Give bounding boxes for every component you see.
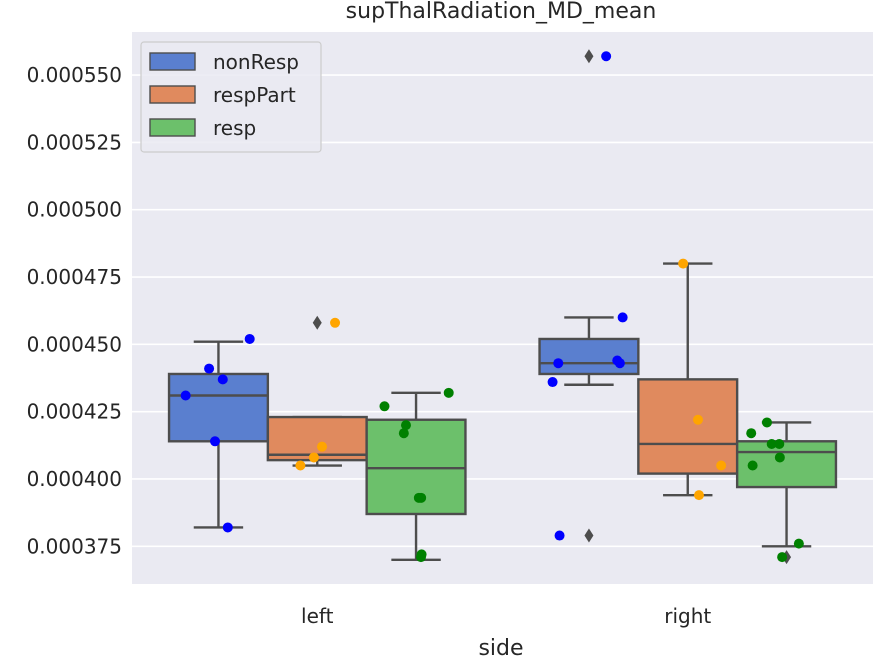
data-point-resp: [766, 438, 777, 449]
data-point-respPart: [693, 490, 704, 501]
y-tick-label: 0.000550: [27, 63, 122, 87]
data-point-resp: [443, 387, 454, 398]
box-respPart: [637, 378, 739, 475]
data-point-respPart: [317, 441, 328, 452]
data-point-respPart: [716, 460, 727, 471]
y-tick-labels: 0.000375 0.000400 0.000425 0.000450 0.000475…: [27, 63, 122, 558]
y-tick-label: 0.000400: [27, 467, 122, 491]
data-point-respPart: [692, 414, 703, 425]
data-point-resp: [777, 552, 788, 563]
x-tick-labels: left right: [301, 604, 711, 628]
legend: nonResp respPart resp: [140, 41, 322, 153]
data-point-nonResp: [614, 358, 625, 369]
legend-swatch-resp: [149, 118, 196, 137]
legend-swatch-nonResp: [149, 52, 196, 71]
data-point-nonResp: [547, 377, 558, 388]
legend-label-resp: resp: [213, 116, 256, 140]
data-point-resp: [379, 401, 390, 412]
data-point-nonResp: [601, 51, 612, 62]
data-point-resp: [400, 420, 411, 431]
boxes-layer: [167, 49, 838, 565]
data-point-resp: [747, 460, 758, 471]
data-point-nonResp: [222, 522, 233, 533]
y-tick-label: 0.000450: [27, 332, 122, 356]
outlier-marker: [584, 528, 594, 543]
box-respPart: [266, 415, 368, 462]
points-layer: [180, 51, 804, 563]
data-point-nonResp: [553, 358, 564, 369]
legend-label-nonResp: nonResp: [213, 50, 299, 74]
data-point-nonResp: [217, 374, 228, 385]
data-point-resp: [761, 417, 772, 428]
x-tick-label: right: [664, 604, 711, 628]
data-point-resp: [416, 549, 427, 560]
data-point-nonResp: [180, 390, 191, 401]
data-point-resp: [398, 428, 409, 439]
data-point-resp: [746, 428, 757, 439]
data-point-resp: [416, 492, 427, 503]
y-tick-label: 0.000375: [27, 534, 122, 558]
chart-title: supThalRadiation_MD_mean: [346, 0, 657, 24]
data-point-respPart: [678, 258, 689, 269]
data-point-resp: [774, 452, 785, 463]
outlier-marker: [312, 315, 322, 330]
data-point-respPart: [295, 460, 306, 471]
y-tick-label: 0.000425: [27, 400, 122, 424]
box-nonResp: [538, 337, 640, 376]
data-point-resp: [774, 438, 785, 449]
y-tick-label: 0.000475: [27, 265, 122, 289]
data-point-nonResp: [554, 530, 565, 541]
box-nonResp: [167, 372, 270, 443]
y-tick-label: 0.000500: [27, 198, 122, 222]
data-point-nonResp: [617, 312, 628, 323]
data-point-respPart: [308, 452, 319, 463]
data-point-nonResp: [204, 363, 215, 374]
y-tick-label: 0.000525: [27, 130, 122, 154]
x-tick-label: left: [301, 604, 334, 628]
data-point-resp: [793, 538, 804, 549]
outlier-marker: [584, 49, 594, 64]
legend-label-respPart: respPart: [213, 83, 296, 107]
legend-swatch-respPart: [149, 85, 196, 104]
data-point-nonResp: [210, 436, 221, 447]
x-axis-label: side: [478, 636, 523, 661]
data-point-nonResp: [244, 333, 255, 344]
data-point-respPart: [330, 317, 341, 328]
